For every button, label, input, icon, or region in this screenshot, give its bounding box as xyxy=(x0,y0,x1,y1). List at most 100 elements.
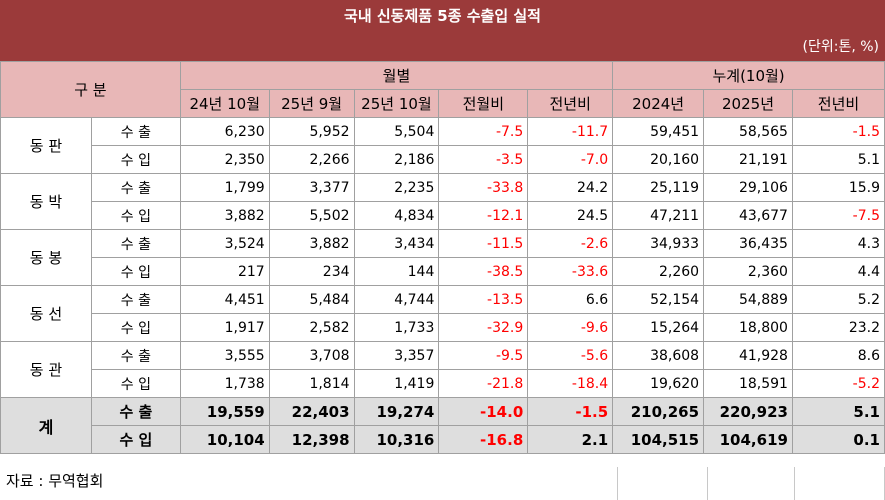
trade-type: 수 출 xyxy=(90,117,181,146)
value-cell: 47,211 xyxy=(612,201,705,230)
value-cell: 2,360 xyxy=(703,257,793,286)
value-cell: 1,419 xyxy=(353,369,440,398)
unit-label: (단위:톤, %) xyxy=(802,39,879,55)
value-cell: 1,733 xyxy=(353,313,440,342)
value-cell: 1,799 xyxy=(179,173,270,202)
value-cell: 3,555 xyxy=(179,341,270,370)
value-cell: -5.6 xyxy=(527,341,614,370)
value-cell: 15.9 xyxy=(791,173,885,202)
trade-type: 수 입 xyxy=(90,145,181,174)
value-cell: 19,620 xyxy=(612,369,705,398)
product-name: 동 봉 xyxy=(0,229,92,286)
product-name: 동 판 xyxy=(0,117,92,174)
value-cell: 12,398 xyxy=(268,425,355,454)
value-cell: -12.1 xyxy=(438,201,529,230)
trade-type: 수 입 xyxy=(90,201,181,230)
value-cell: 104,515 xyxy=(612,425,705,454)
value-cell: -18.4 xyxy=(527,369,614,398)
footer-gridlines xyxy=(0,467,885,500)
value-cell: 52,154 xyxy=(612,285,705,314)
value-cell: 3,524 xyxy=(179,229,270,258)
table-row: 수 입 1,917 2,582 1,733 -32.9 -9.6 15,264 18,800 2… xyxy=(1,313,885,342)
value-cell: 25,119 xyxy=(612,173,705,202)
value-cell: -7.0 xyxy=(527,145,614,174)
value-cell: 43,677 xyxy=(703,201,793,230)
column-header: 24년 10월 xyxy=(179,89,270,118)
trade-type: 수 입 xyxy=(90,369,181,398)
value-cell: 6.6 xyxy=(527,285,614,314)
header-category: 구 분 xyxy=(0,61,181,118)
value-cell: 8.6 xyxy=(791,341,885,370)
value-cell: 2.1 xyxy=(527,425,614,454)
value-cell: 220,923 xyxy=(703,397,793,426)
value-cell: 34,933 xyxy=(612,229,705,258)
value-cell: 24.5 xyxy=(527,201,614,230)
value-cell: 4,744 xyxy=(353,285,440,314)
value-cell: 3,882 xyxy=(179,201,270,230)
column-header: 2025년 xyxy=(703,89,793,118)
value-cell: 41,928 xyxy=(703,341,793,370)
header-cumulative: 누계(10월) xyxy=(612,61,885,90)
trade-type: 수 출 xyxy=(90,173,181,202)
value-cell: 4.3 xyxy=(791,229,885,258)
value-cell: -38.5 xyxy=(438,257,529,286)
value-cell: 0.1 xyxy=(791,425,885,454)
table-row: 수 입 10,104 12,398 10,316 -16.8 2.1 104,515 104,… xyxy=(1,425,885,454)
value-cell: 21,191 xyxy=(703,145,793,174)
source-note: 자료 : 무역협회 xyxy=(6,472,104,490)
value-cell: 5.1 xyxy=(791,397,885,426)
value-cell: 5,502 xyxy=(268,201,355,230)
trade-type: 수 출 xyxy=(90,341,181,370)
value-cell: 2,350 xyxy=(179,145,270,174)
product-name: 동 박 xyxy=(0,173,92,230)
trade-type: 수 출 xyxy=(90,229,181,258)
table-row: 수 입 217 234 144 -38.5 -33.6 2,260 2,360 4.4 xyxy=(1,257,885,286)
trade-type: 수 출 xyxy=(90,397,181,426)
value-cell: 1,738 xyxy=(179,369,270,398)
value-cell: -32.9 xyxy=(438,313,529,342)
value-cell: 3,708 xyxy=(268,341,355,370)
value-cell: 104,619 xyxy=(703,425,793,454)
value-cell: 20,160 xyxy=(612,145,705,174)
trade-type: 수 입 xyxy=(90,257,181,286)
value-cell: 54,889 xyxy=(703,285,793,314)
value-cell: 15,264 xyxy=(612,313,705,342)
value-cell: -3.5 xyxy=(438,145,529,174)
value-cell: -7.5 xyxy=(791,201,885,230)
table-title: 국내 신동제품 5종 수출입 실적 xyxy=(0,0,885,31)
value-cell: 19,274 xyxy=(353,397,440,426)
value-cell: 58,565 xyxy=(703,117,793,146)
value-cell: 3,357 xyxy=(353,341,440,370)
table-row: 수 입 1,738 1,814 1,419 -21.8 -18.4 19,620 18,591… xyxy=(1,369,885,398)
product-name: 동 선 xyxy=(0,285,92,342)
value-cell: 4,834 xyxy=(353,201,440,230)
value-cell: 4,451 xyxy=(179,285,270,314)
value-cell: 24.2 xyxy=(527,173,614,202)
value-cell: -11.5 xyxy=(438,229,529,258)
value-cell: 5,484 xyxy=(268,285,355,314)
value-cell: 2,260 xyxy=(612,257,705,286)
value-cell: 5,952 xyxy=(268,117,355,146)
value-cell: 210,265 xyxy=(612,397,705,426)
column-header: 전년비 xyxy=(527,89,614,118)
value-cell: -5.2 xyxy=(791,369,885,398)
value-cell: -13.5 xyxy=(438,285,529,314)
value-cell: 2,235 xyxy=(353,173,440,202)
value-cell: -1.5 xyxy=(527,397,614,426)
column-header: 25년 9월 xyxy=(268,89,355,118)
column-header: 전월비 xyxy=(438,89,529,118)
value-cell: 144 xyxy=(353,257,440,286)
value-cell: 4.4 xyxy=(791,257,885,286)
total-label: 계 xyxy=(0,397,92,454)
unit-note: (단위:톤, %) xyxy=(0,31,885,61)
trade-type: 수 입 xyxy=(90,313,181,342)
value-cell: 18,800 xyxy=(703,313,793,342)
value-cell: 18,591 xyxy=(703,369,793,398)
value-cell: -7.5 xyxy=(438,117,529,146)
value-cell: 5,504 xyxy=(353,117,440,146)
value-cell: 36,435 xyxy=(703,229,793,258)
table-row: 수 입 2,350 2,266 2,186 -3.5 -7.0 20,160 21,191 5.… xyxy=(1,145,885,174)
value-cell: 3,377 xyxy=(268,173,355,202)
header-monthly: 월별 xyxy=(179,61,614,90)
